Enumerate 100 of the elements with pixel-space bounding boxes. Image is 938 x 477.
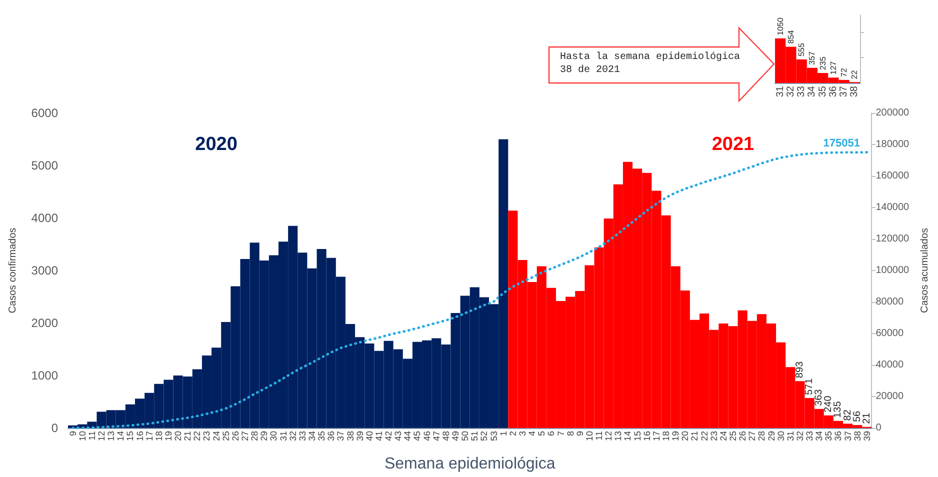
y2-tick-label: 80000 <box>876 296 904 308</box>
x-tick-label: 38 <box>849 86 860 98</box>
x-tick-label: 19 <box>670 431 681 442</box>
x-tick-label: 30 <box>776 431 786 442</box>
x-tick-label: 24 <box>211 431 222 442</box>
data-label: 175051 <box>823 137 860 150</box>
x-tick-label: 27 <box>747 431 758 442</box>
line-series <box>72 151 868 430</box>
x-tick-label: 35 <box>316 431 327 442</box>
x-tick-label: 32 <box>288 431 298 442</box>
x-tick-label: 35 <box>824 431 834 442</box>
x-tick-label: 38 <box>852 431 862 442</box>
x-tick-label: 42 <box>384 431 394 442</box>
x-tick-label: 28 <box>756 431 767 442</box>
y-tick-label: 2000 <box>31 316 58 330</box>
text: 2020 <box>195 134 238 155</box>
x-tick-label: 14 <box>622 431 633 442</box>
x-tick-label: 11 <box>86 431 97 440</box>
x-tick-label: 53 <box>488 431 499 442</box>
y2-tick-label: 180000 <box>876 139 910 150</box>
x-tick-label: 33 <box>796 86 808 98</box>
x-tick-label: 36 <box>833 431 844 442</box>
data-label: 357 <box>808 50 817 65</box>
y2-tick-label: 120000 <box>876 234 910 244</box>
x-tick-label: 37 <box>842 431 853 442</box>
y-axis-title: Casos confirmados <box>8 228 18 314</box>
y-tick-label: 4000 <box>31 211 58 225</box>
x-tick-label: 45 <box>412 431 422 442</box>
x-tick-label: 30 <box>268 431 279 442</box>
x-tick-label: 44 <box>402 431 413 442</box>
data-label: 135 <box>832 400 844 418</box>
x-tick-label: 6 <box>546 431 556 436</box>
x-tick-label: 32 <box>785 86 796 98</box>
y-tick-label: 1000 <box>31 368 58 382</box>
x-tick-label: 41 <box>374 431 384 442</box>
data-label: 82 <box>842 409 854 421</box>
y2-tick-label: 0 <box>876 422 882 434</box>
x-tick-label: 1 <box>498 431 508 436</box>
x-tick-label: 34 <box>806 86 818 98</box>
y2-tick-label: 160000 <box>876 170 910 182</box>
x-tick-label: 48 <box>440 431 451 442</box>
data-label: 21 <box>861 412 872 424</box>
y-tick-label: 5000 <box>31 158 58 172</box>
x-tick-label: 19 <box>163 431 174 442</box>
y2-tick-label: 200000 <box>876 108 910 118</box>
x-tick-label: 25 <box>728 431 738 442</box>
y2-axis-title: Casos acumulados <box>920 228 930 314</box>
data-label: 363 <box>814 388 825 406</box>
x-tick-label: 52 <box>479 431 490 442</box>
x-tick-label: 18 <box>154 431 164 442</box>
x-tick-label: 43 <box>393 431 404 442</box>
y2-tick-label: 140000 <box>876 202 910 213</box>
x-tick-label: 5 <box>536 431 547 436</box>
y-tick-label: 6000 <box>31 106 58 120</box>
x-tick-label: 4 <box>527 431 538 436</box>
x-tick-label: 31 <box>278 431 288 442</box>
y-tick-label: 0 <box>51 421 58 435</box>
x-tick-label: 31 <box>774 86 786 98</box>
x-tick-label: 27 <box>240 431 250 442</box>
x-tick-label: 38 <box>345 431 356 442</box>
x-tick-label: 3 <box>517 431 528 436</box>
y2-tick-label: 100000 <box>876 265 910 276</box>
x-tick-label: 25 <box>220 431 231 442</box>
x-tick-label: 32 <box>794 431 805 442</box>
x-tick-label: 15 <box>125 431 136 442</box>
x-tick-label: 12 <box>604 431 614 442</box>
x-tick-label: 15 <box>632 431 642 442</box>
x-axis-title: Semana epidemiológica <box>384 456 556 472</box>
x-tick-label: 29 <box>766 431 776 442</box>
x-tick-label: 28 <box>250 431 260 442</box>
data-label: 22 <box>850 70 860 80</box>
x-tick-label: 2 <box>508 431 518 436</box>
data-label: 1050 <box>776 17 785 36</box>
x-tick-label: 46 <box>422 431 432 442</box>
x-tick-label: 51 <box>470 431 480 442</box>
x-tick-label: 34 <box>306 431 317 442</box>
x-tick-label: 12 <box>96 431 106 442</box>
x-tick-label: 14 <box>116 431 126 442</box>
text: Hasta la semana epidemiológica 38 de 2021 <box>560 51 740 76</box>
data-label: 571 <box>804 378 816 396</box>
data-label: 56 <box>852 410 863 422</box>
data-label: 854 <box>786 30 796 44</box>
x-tick-label: 29 <box>259 431 270 442</box>
x-tick-label: 37 <box>336 431 346 442</box>
x-tick-label: 16 <box>642 431 652 442</box>
x-tick-label: 50 <box>460 431 470 442</box>
x-tick-label: 7 <box>556 431 566 436</box>
y2-tick-label: 40000 <box>876 360 904 370</box>
x-tick-label: 26 <box>738 431 748 442</box>
x-tick-label: 40 <box>364 431 374 442</box>
x-tick-label: 10 <box>77 431 88 442</box>
x-tick-label: 49 <box>450 431 461 442</box>
x-tick-label: 24 <box>718 431 728 442</box>
x-tick-label: 20 <box>173 431 184 442</box>
x-tick-label: 26 <box>230 431 240 442</box>
x-tick-label: 22 <box>192 431 202 442</box>
x-tick-label: 37 <box>838 86 850 98</box>
x-tick-label: 20 <box>680 431 690 442</box>
text: 2021 <box>712 134 755 155</box>
x-tick-label: 23 <box>708 431 719 442</box>
